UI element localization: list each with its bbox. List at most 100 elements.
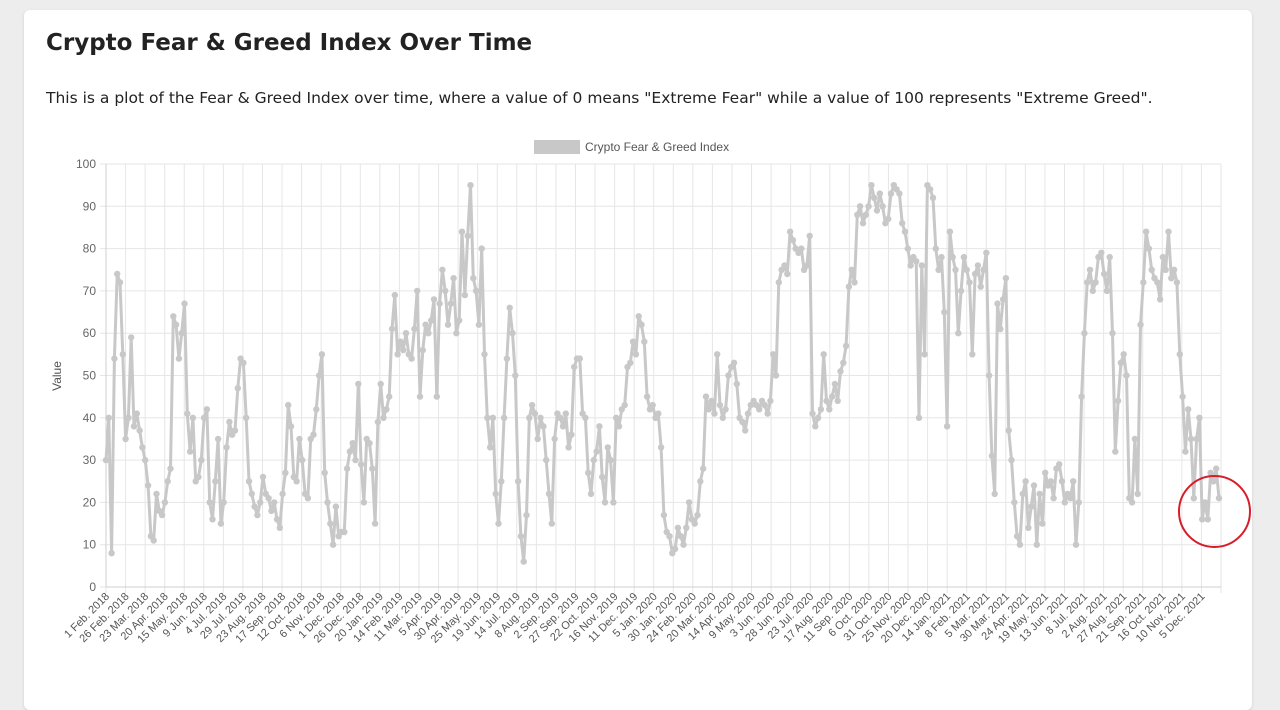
data-point[interactable] — [960, 253, 968, 261]
data-point[interactable] — [803, 262, 811, 269]
data-point[interactable] — [352, 456, 359, 464]
data-point[interactable] — [512, 372, 519, 379]
data-point[interactable] — [904, 245, 911, 252]
data-point[interactable] — [514, 478, 522, 485]
data-point[interactable] — [1106, 253, 1113, 261]
data-point[interactable] — [1123, 372, 1130, 379]
data-point[interactable] — [1084, 279, 1091, 286]
data-point[interactable] — [1154, 279, 1161, 286]
data-point[interactable] — [414, 287, 421, 295]
data-point[interactable] — [587, 490, 595, 498]
data-point[interactable] — [655, 410, 662, 417]
data-point[interactable] — [1114, 397, 1122, 405]
data-point[interactable] — [273, 516, 281, 523]
data-point[interactable] — [1067, 495, 1074, 502]
data-point[interactable] — [708, 397, 715, 405]
data-point[interactable] — [122, 435, 129, 443]
data-point[interactable] — [534, 435, 541, 443]
data-point[interactable] — [1028, 503, 1035, 510]
data-point[interactable] — [343, 465, 351, 472]
data-point[interactable] — [885, 215, 892, 223]
data-point[interactable] — [949, 253, 956, 261]
legend-label[interactable]: Crypto Fear & Greed Index — [585, 140, 729, 154]
data-point[interactable] — [576, 355, 583, 362]
data-point[interactable] — [557, 414, 564, 421]
data-point[interactable] — [1047, 478, 1054, 485]
data-point[interactable] — [1168, 275, 1175, 282]
data-point[interactable] — [828, 393, 836, 400]
data-point[interactable] — [321, 469, 328, 476]
data-point[interactable] — [859, 220, 867, 227]
data-point[interactable] — [386, 393, 393, 400]
data-point[interactable] — [444, 321, 452, 328]
data-point[interactable] — [223, 444, 230, 451]
data-point[interactable] — [251, 503, 258, 510]
data-point[interactable] — [719, 414, 726, 421]
data-point[interactable] — [189, 414, 197, 421]
data-point[interactable] — [907, 262, 914, 269]
data-point[interactable] — [186, 448, 194, 455]
data-point[interactable] — [1008, 456, 1015, 464]
data-point[interactable] — [632, 351, 640, 358]
data-point[interactable] — [520, 558, 527, 565]
data-point[interactable] — [458, 228, 466, 235]
data-point[interactable] — [775, 279, 782, 286]
data-point[interactable] — [1013, 533, 1021, 540]
data-point[interactable] — [1156, 296, 1164, 303]
data-point[interactable] — [848, 266, 855, 273]
data-point[interactable] — [730, 359, 738, 366]
data-point[interactable] — [1078, 393, 1085, 400]
data-point[interactable] — [1182, 448, 1189, 455]
data-point[interactable] — [214, 435, 222, 443]
data-point[interactable] — [674, 524, 682, 531]
data-point[interactable] — [402, 330, 410, 337]
data-point[interactable] — [428, 317, 435, 324]
data-point[interactable] — [607, 456, 614, 464]
data-point[interactable] — [756, 406, 763, 413]
data-point[interactable] — [279, 490, 286, 498]
data-point[interactable] — [209, 516, 216, 523]
data-point[interactable] — [467, 182, 474, 189]
data-point[interactable] — [865, 203, 872, 210]
data-point[interactable] — [767, 397, 774, 405]
data-point[interactable] — [994, 300, 1001, 307]
data-point[interactable] — [1100, 270, 1108, 278]
data-point[interactable] — [1117, 359, 1125, 366]
data-point[interactable] — [133, 410, 140, 417]
data-point[interactable] — [1131, 435, 1139, 443]
data-point[interactable] — [125, 414, 132, 421]
data-point[interactable] — [419, 346, 426, 354]
data-point[interactable] — [871, 194, 878, 201]
data-point[interactable] — [318, 351, 326, 358]
data-point[interactable] — [144, 482, 152, 489]
data-point[interactable] — [1193, 435, 1200, 443]
data-point[interactable] — [371, 520, 379, 527]
data-point[interactable] — [915, 414, 923, 421]
data-point[interactable] — [254, 511, 261, 519]
data-point[interactable] — [854, 211, 861, 218]
data-point[interactable] — [784, 270, 791, 278]
data-point[interactable] — [1022, 478, 1029, 485]
data-point[interactable] — [503, 355, 511, 362]
data-point[interactable] — [814, 414, 822, 421]
data-point[interactable] — [517, 533, 525, 540]
data-point[interactable] — [671, 545, 679, 553]
data-point[interactable] — [1185, 406, 1192, 413]
data-point[interactable] — [1103, 287, 1111, 295]
data-point[interactable] — [952, 266, 959, 273]
data-point[interactable] — [786, 228, 794, 235]
data-point[interactable] — [683, 524, 690, 531]
data-point[interactable] — [349, 440, 356, 447]
data-point[interactable] — [1159, 253, 1167, 261]
data-point[interactable] — [1173, 279, 1181, 286]
data-point[interactable] — [495, 520, 502, 527]
data-point[interactable] — [259, 473, 267, 481]
data-point[interactable] — [1165, 228, 1172, 235]
data-point[interactable] — [537, 414, 544, 421]
data-point[interactable] — [369, 465, 376, 472]
data-point[interactable] — [716, 401, 724, 409]
data-point[interactable] — [999, 296, 1007, 303]
data-point[interactable] — [1170, 266, 1178, 273]
data-point[interactable] — [276, 524, 283, 531]
data-point[interactable] — [181, 300, 188, 307]
